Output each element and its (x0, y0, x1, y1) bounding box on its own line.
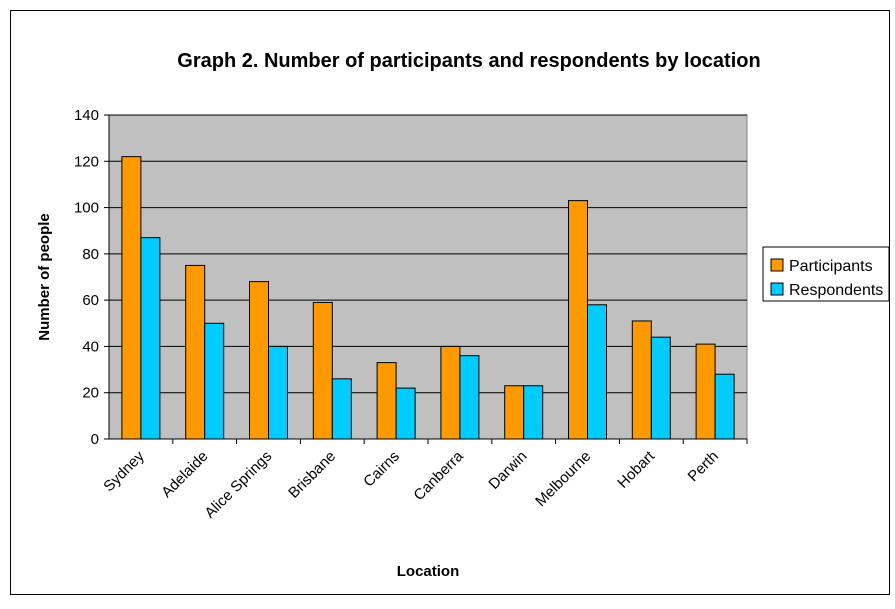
bar-respondents-brisbane (331, 378, 352, 440)
y-tick-label: 80 (82, 246, 99, 263)
bar-respondents-hobart (650, 336, 671, 440)
x-tick-label: Sydney (100, 447, 148, 495)
bar-participants-cairns (376, 362, 397, 440)
bar-participants-hobart (631, 320, 652, 440)
x-tick-label: Melbourne (532, 448, 594, 510)
axes (104, 114, 748, 444)
x-tick-label: Darwin (485, 448, 530, 493)
chart-frame: Graph 2. Number of participants and resp… (10, 10, 890, 595)
x-axis-label: Location (397, 563, 460, 580)
chart-title: Graph 2. Number of participants and resp… (177, 50, 760, 72)
bar-participants-brisbane (312, 301, 333, 440)
x-tick-label: Canberra (410, 447, 467, 504)
legend-label-respondents: Respondents (789, 282, 883, 299)
y-tick-label: 120 (74, 153, 99, 170)
legend-swatch-participants (770, 258, 784, 272)
x-tick-label: Cairns (360, 448, 403, 491)
bar-respondents-sydney (140, 237, 161, 440)
x-tick-label: Hobart (614, 447, 658, 491)
bar-participants-adelaide (185, 264, 206, 440)
chart-svg: Graph 2. Number of participants and resp… (36, 50, 890, 580)
bar-respondents-perth (714, 373, 735, 440)
y-tick-label: 140 (74, 107, 99, 124)
y-tick-labels: 0 20 40 60 80 100 120 140 (74, 107, 99, 448)
y-axis-label: Number of people (36, 213, 53, 341)
bar-participants-melbourne (568, 200, 588, 440)
y-tick-label: 0 (91, 431, 99, 448)
y-tick-label: 100 (74, 200, 99, 217)
legend: Participants Respondents (762, 246, 890, 302)
bar-respondents-darwin (523, 385, 544, 440)
bar-participants-perth (695, 343, 716, 440)
bar-participants-darwin (504, 385, 525, 440)
bar-respondents-alice-springs (268, 345, 288, 440)
bar-respondents-canberra (459, 355, 480, 440)
bar-respondents-adelaide (204, 322, 225, 440)
legend-label-participants: Participants (789, 258, 873, 275)
bars (121, 156, 735, 440)
bar-respondents-cairns (395, 387, 416, 440)
bar-participants-alice-springs (249, 281, 269, 440)
y-tick-label: 60 (82, 292, 99, 309)
x-tick-label: Adelaide (158, 448, 211, 501)
x-tick-label: Alice Springs (201, 448, 275, 522)
bar-participants-canberra (440, 345, 461, 440)
x-tick-label: Perth (685, 448, 722, 485)
legend-swatch-respondents (770, 282, 784, 296)
y-tick-label: 20 (82, 385, 99, 402)
bar-participants-sydney (121, 156, 142, 440)
y-tick-label: 40 (82, 338, 99, 355)
legend-box (762, 246, 890, 302)
x-tick-label: Brisbane (285, 448, 339, 502)
bar-respondents-melbourne (587, 304, 607, 440)
